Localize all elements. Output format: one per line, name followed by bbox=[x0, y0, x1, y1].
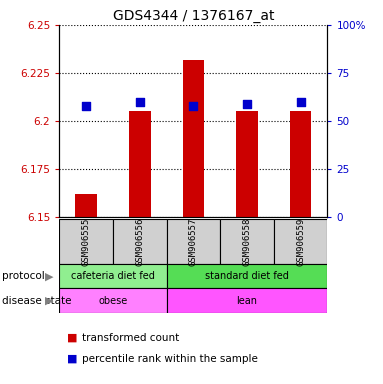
Bar bbox=[167, 219, 220, 264]
Title: GDS4344 / 1376167_at: GDS4344 / 1376167_at bbox=[113, 8, 274, 23]
Bar bbox=[236, 111, 258, 217]
Point bbox=[137, 99, 143, 105]
Text: cafeteria diet fed: cafeteria diet fed bbox=[71, 271, 155, 281]
Text: disease state: disease state bbox=[2, 296, 71, 306]
Text: transformed count: transformed count bbox=[82, 333, 180, 343]
Bar bbox=[290, 111, 311, 217]
Text: ■: ■ bbox=[67, 333, 77, 343]
Text: GSM906555: GSM906555 bbox=[82, 217, 91, 266]
Text: GSM906559: GSM906559 bbox=[296, 217, 305, 266]
Text: percentile rank within the sample: percentile rank within the sample bbox=[82, 354, 258, 364]
Bar bbox=[129, 111, 151, 217]
Text: ■: ■ bbox=[67, 354, 77, 364]
Text: obese: obese bbox=[98, 296, 128, 306]
Bar bbox=[59, 219, 113, 264]
Bar bbox=[75, 194, 97, 217]
Bar bbox=[274, 219, 327, 264]
Bar bbox=[220, 219, 274, 264]
Text: GSM906557: GSM906557 bbox=[189, 217, 198, 266]
Point bbox=[298, 99, 304, 105]
Text: GSM906556: GSM906556 bbox=[135, 217, 144, 266]
Text: standard diet fed: standard diet fed bbox=[205, 271, 289, 281]
Text: lean: lean bbox=[237, 296, 257, 306]
Point bbox=[244, 101, 250, 107]
Bar bbox=[183, 60, 204, 217]
Bar bbox=[113, 219, 167, 264]
Point bbox=[190, 103, 196, 109]
Bar bbox=[167, 264, 327, 288]
Point bbox=[83, 103, 89, 109]
Text: ▶: ▶ bbox=[45, 271, 54, 281]
Bar bbox=[59, 264, 167, 288]
Text: GSM906558: GSM906558 bbox=[242, 217, 252, 266]
Text: protocol: protocol bbox=[2, 271, 45, 281]
Text: ▶: ▶ bbox=[45, 296, 54, 306]
Bar bbox=[59, 288, 167, 313]
Bar bbox=[167, 288, 327, 313]
